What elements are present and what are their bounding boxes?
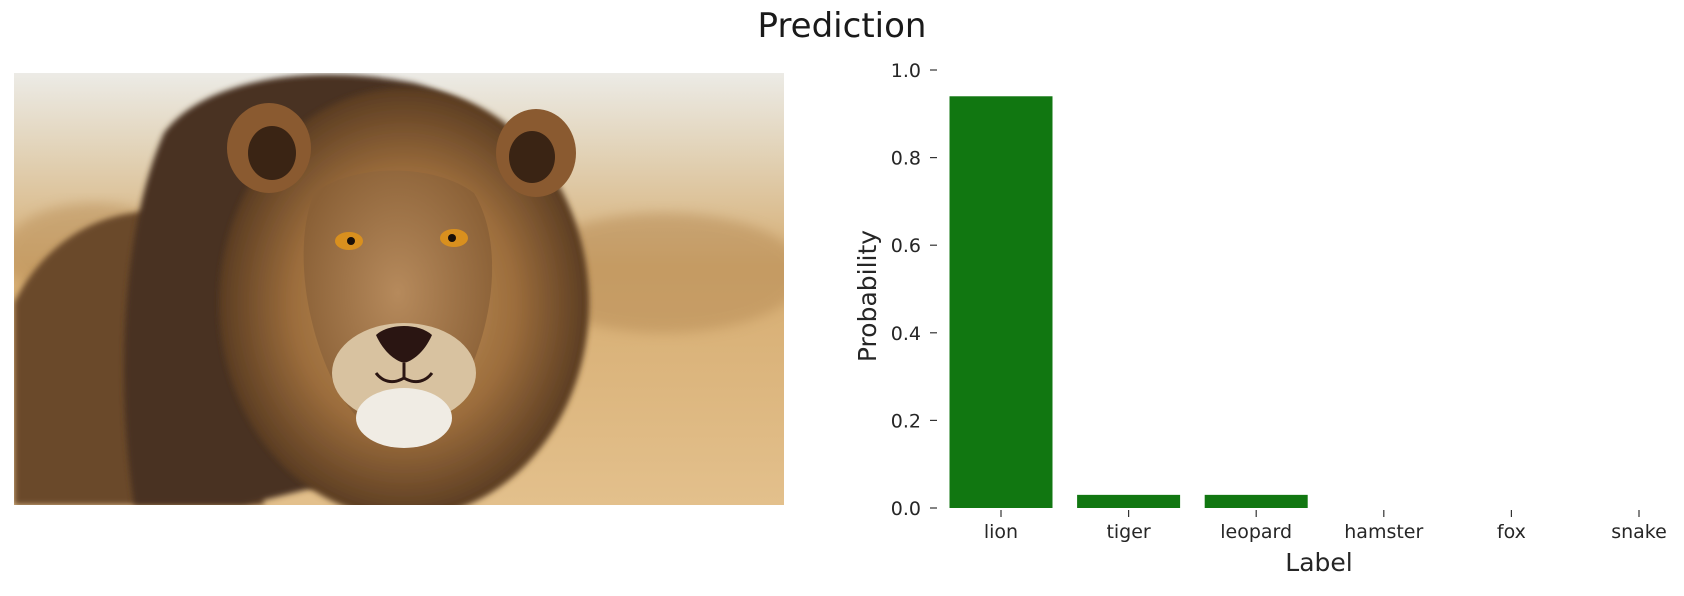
- y-tick-label: 0.8: [891, 148, 921, 170]
- bars-layer: [949, 96, 1308, 508]
- figure-title: Prediction: [757, 6, 927, 46]
- bar-leopard: [1204, 494, 1308, 508]
- y-tick-label: 0.4: [891, 323, 921, 345]
- x-axis-title: Label: [1285, 548, 1352, 577]
- x-axis: lion tiger leopard hamster fox snake: [984, 510, 1667, 543]
- y-tick-label: 1.0: [891, 60, 921, 82]
- y-axis: 0.0 0.2 0.4 0.6 0.8 1.0: [891, 60, 937, 520]
- x-tick-label: leopard: [1220, 521, 1292, 543]
- x-tick-label: snake: [1611, 521, 1667, 543]
- x-tick-label: tiger: [1106, 521, 1150, 543]
- bar-tiger: [1077, 494, 1181, 508]
- x-tick-label: fox: [1497, 521, 1526, 543]
- x-tick-label: lion: [984, 521, 1018, 543]
- y-tick-label: 0.6: [891, 235, 921, 257]
- y-tick-label: 0.2: [891, 410, 921, 432]
- x-tick-label: hamster: [1344, 521, 1423, 543]
- y-axis-title: Probability: [853, 230, 882, 362]
- lion-photo: [14, 73, 784, 505]
- y-tick-label: 0.0: [891, 498, 921, 520]
- bar-lion: [949, 96, 1053, 508]
